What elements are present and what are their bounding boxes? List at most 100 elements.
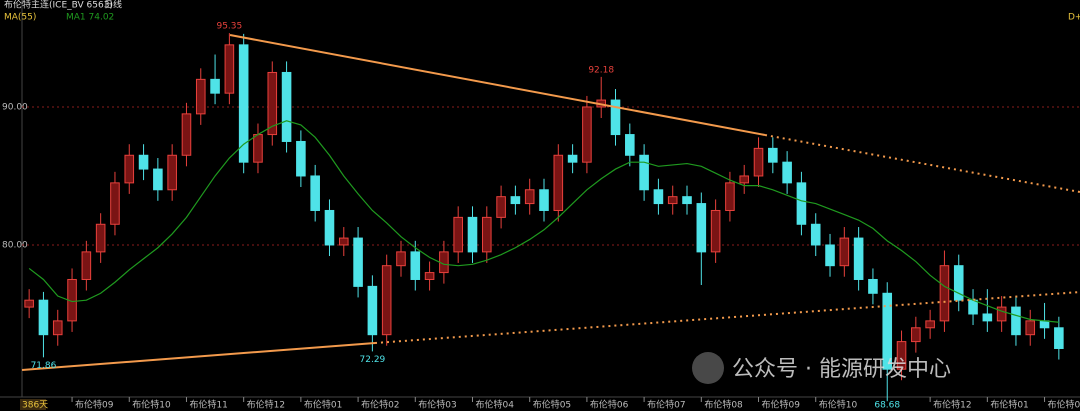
candle-body xyxy=(953,265,964,301)
candle-body xyxy=(124,154,135,184)
x-tick-label: 布伦特09 xyxy=(762,399,801,411)
candle-body xyxy=(610,99,621,136)
candle-body xyxy=(882,292,893,370)
candle-body xyxy=(810,223,821,246)
candle-body xyxy=(853,237,864,280)
candle-body xyxy=(396,251,406,267)
candle-body xyxy=(482,216,492,253)
indicator: MA(55) xyxy=(4,13,36,23)
candle-body xyxy=(1011,306,1021,336)
candle-body xyxy=(996,306,1007,322)
corner-label: D+ xyxy=(1068,13,1080,23)
candle-body xyxy=(267,71,278,136)
x-tick-label: 布伦特02 xyxy=(361,399,399,411)
x-tick-label: 布伦特11 xyxy=(189,399,227,411)
y-tick-label: 80.00 xyxy=(2,240,28,250)
candle-body xyxy=(667,196,678,205)
x-tick-label: 布伦特02 xyxy=(1048,399,1080,411)
candle-body xyxy=(296,140,306,177)
high-label: 95.35 xyxy=(216,22,242,32)
low-label: 68.68 xyxy=(874,401,900,411)
candle-body xyxy=(725,182,735,211)
candle-body xyxy=(625,134,635,156)
candle-body xyxy=(782,161,792,184)
trend-line xyxy=(21,342,376,371)
candle-body xyxy=(567,154,578,163)
candle-body xyxy=(253,134,263,163)
candle-body xyxy=(24,299,34,308)
candle-body xyxy=(167,154,177,191)
x-tick-label: 布伦特12 xyxy=(933,399,971,411)
x-tick-label: 布伦特10 xyxy=(819,399,858,411)
x-tick-label: 布伦特08 xyxy=(704,399,743,411)
candle-body xyxy=(968,299,978,315)
candle-body xyxy=(1054,327,1064,349)
candle-body xyxy=(796,182,807,225)
trend-line xyxy=(229,34,766,136)
candle-body xyxy=(582,106,592,163)
candle-body xyxy=(939,265,950,322)
low-label: 71.86 xyxy=(31,361,57,371)
candle-body xyxy=(524,189,535,205)
x-tick-label: 布伦特12 xyxy=(247,399,285,411)
low-label: 72.29 xyxy=(360,355,386,365)
candle-body xyxy=(753,147,764,177)
candle-body xyxy=(496,196,506,218)
candle-body xyxy=(310,175,320,211)
x-tick-label: 布伦特06 xyxy=(590,399,629,411)
candle-body xyxy=(682,196,692,205)
symbol: 布伦特主连(ICE_BV 6563) xyxy=(4,0,113,11)
candle-body xyxy=(911,327,921,343)
candle-body xyxy=(825,244,835,267)
candle-body xyxy=(381,265,392,336)
day-count: 386天 xyxy=(22,401,48,411)
candle-body xyxy=(839,237,850,267)
candle-body xyxy=(653,189,664,205)
candle-body xyxy=(539,189,549,211)
candle-body xyxy=(81,251,92,280)
candle-body xyxy=(181,113,192,156)
x-tick-label: 布伦特03 xyxy=(418,399,456,411)
candle-body xyxy=(553,154,564,211)
candle-body xyxy=(710,209,721,253)
x-tick-label: 布伦特10 xyxy=(132,399,171,411)
candle-body xyxy=(338,237,349,246)
trend-line xyxy=(374,291,1080,344)
ma-readout: MA1 74.02 xyxy=(66,13,114,23)
candle-body xyxy=(1025,320,1036,336)
candle-body xyxy=(410,251,421,280)
x-tick-label: 布伦特01 xyxy=(990,399,1028,411)
candle-body xyxy=(453,216,463,253)
watermark-group: 公众号 · 能源研发中心 xyxy=(692,352,951,384)
candle-body xyxy=(467,216,478,253)
candle-body xyxy=(424,272,435,280)
candle-body xyxy=(38,299,49,336)
candle-body xyxy=(281,71,292,142)
candle-body xyxy=(768,147,778,163)
period[interactable]: 日线 xyxy=(104,0,122,11)
candle-body xyxy=(739,175,750,184)
x-tick-label: 布伦特09 xyxy=(75,399,114,411)
candle-body xyxy=(110,182,120,225)
watermark: 公众号 · 能源研发中心 xyxy=(732,357,951,382)
candle-body xyxy=(925,320,935,329)
high-label: 92.18 xyxy=(588,65,614,75)
candle-body xyxy=(52,320,63,336)
candle-body xyxy=(224,44,235,94)
candle-body xyxy=(510,196,521,205)
ma-line xyxy=(28,120,1059,323)
y-tick-label: 90.00 xyxy=(2,102,28,112)
candle-body xyxy=(639,154,649,191)
candle-body xyxy=(868,278,878,294)
candle-body xyxy=(353,237,363,287)
candle-body xyxy=(1039,320,1050,329)
candle-body xyxy=(210,78,220,94)
candle-body xyxy=(195,78,206,115)
candle-body xyxy=(138,154,149,170)
candle-body xyxy=(896,341,907,370)
day-count-box xyxy=(20,399,46,410)
candle-body xyxy=(696,203,707,253)
x-tick-label: 布伦特07 xyxy=(647,399,685,411)
